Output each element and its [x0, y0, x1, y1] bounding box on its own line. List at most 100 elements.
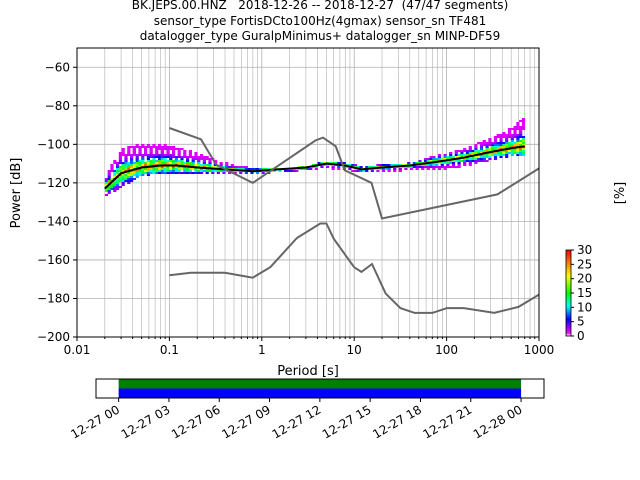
- psd-cell: [513, 150, 517, 152]
- psd-cell: [510, 140, 514, 142]
- psd-cell: [519, 128, 523, 130]
- x-tick-label: 0.01: [64, 343, 91, 357]
- psd-cell: [183, 172, 187, 174]
- psd-cell: [121, 180, 125, 182]
- colorbar-segment: [566, 284, 571, 287]
- psd-cell: [516, 150, 520, 152]
- psd-cell: [421, 168, 425, 170]
- colorbar-tick-label: 30: [577, 243, 592, 257]
- psd-cell: [169, 168, 173, 170]
- psd-cell: [460, 150, 464, 152]
- colorbar-segment: [566, 306, 571, 309]
- psd-cell: [155, 160, 159, 162]
- psd-cell: [465, 158, 470, 160]
- psd-cell: [132, 146, 137, 148]
- psd-cell: [454, 150, 458, 152]
- psd-cell: [278, 170, 282, 172]
- psd-cell: [471, 160, 475, 162]
- psd-cell: [325, 164, 330, 166]
- psd-cell: [149, 168, 153, 170]
- psd-cell: [513, 130, 517, 132]
- colorbar-segment: [566, 260, 571, 263]
- psd-cell: [107, 178, 111, 180]
- psd-cell: [398, 170, 402, 172]
- psd-cell: [169, 162, 173, 164]
- psd-cell: [465, 150, 470, 152]
- psd-cell: [130, 176, 134, 178]
- colorbar-segment: [566, 288, 571, 291]
- psd-cell: [505, 154, 509, 156]
- colorbar-segment: [566, 302, 571, 305]
- psd-cell: [169, 154, 173, 156]
- psd-cell: [132, 174, 137, 176]
- psd-cell: [116, 164, 120, 166]
- psd-cell: [415, 166, 419, 168]
- psd-cell: [146, 160, 150, 162]
- psd-cell: [491, 144, 495, 146]
- psd-cell: [505, 150, 509, 152]
- psd-cell: [130, 146, 134, 148]
- psd-cell: [479, 156, 484, 158]
- psd-cell: [493, 136, 498, 138]
- colorbar-segment: [566, 258, 571, 261]
- psd-cell: [110, 164, 114, 166]
- psd-cell: [171, 146, 176, 148]
- psd-cell: [451, 164, 456, 166]
- psd-cell: [255, 172, 260, 174]
- psd-cell: [197, 170, 201, 172]
- psd-cell: [505, 152, 509, 154]
- psd-cell: [443, 166, 447, 168]
- x-tick-label: 1000: [524, 343, 555, 357]
- psd-cell: [144, 154, 148, 156]
- psd-cell: [457, 156, 461, 158]
- psd-cell: [510, 152, 514, 154]
- psd-cell: [132, 162, 137, 164]
- psd-cell: [463, 158, 467, 160]
- psd-cell: [146, 168, 150, 170]
- colorbar-segment: [566, 332, 571, 335]
- psd-cell: [460, 160, 464, 162]
- psd-cell: [463, 160, 467, 162]
- psd-cell: [292, 170, 296, 172]
- psd-cell: [130, 178, 134, 180]
- psd-cell: [510, 128, 514, 130]
- psd-cell: [160, 166, 164, 168]
- psd-cell: [121, 176, 125, 178]
- psd-cell: [507, 136, 512, 138]
- psd-cell: [426, 166, 430, 168]
- psd-cell: [138, 170, 142, 172]
- psd-cell: [418, 162, 422, 164]
- psd-cell: [194, 158, 198, 160]
- psd-cell: [169, 172, 173, 174]
- psd-cell: [465, 160, 470, 162]
- psd-cell: [510, 138, 514, 140]
- psd-cell: [398, 168, 402, 170]
- psd-cell: [219, 162, 223, 164]
- psd-cell: [158, 170, 162, 172]
- psd-cell: [502, 144, 506, 146]
- timeline-band-green: [118, 379, 522, 389]
- psd-cell: [236, 166, 240, 168]
- psd-cell: [152, 146, 156, 148]
- psd-cell: [387, 168, 391, 170]
- psd-cell: [485, 160, 489, 162]
- psd-cell: [493, 148, 498, 150]
- psd-cell: [199, 164, 204, 166]
- psd-cell: [174, 158, 178, 160]
- psd-cell: [141, 146, 145, 148]
- psd-cell: [177, 150, 181, 152]
- psd-cell: [435, 166, 439, 168]
- psd-cell: [110, 168, 114, 170]
- colorbar-segment: [566, 252, 571, 255]
- psd-cell: [163, 170, 167, 172]
- psd-cell: [239, 168, 243, 170]
- psd-cell: [163, 144, 167, 146]
- psd-cell: [124, 174, 128, 176]
- psd-cell: [169, 160, 173, 162]
- psd-cell: [451, 166, 456, 168]
- psd-cell: [177, 172, 181, 174]
- psd-cell: [516, 124, 520, 126]
- psd-cell: [356, 170, 360, 172]
- psd-cell: [127, 154, 131, 156]
- psd-cell: [146, 156, 150, 158]
